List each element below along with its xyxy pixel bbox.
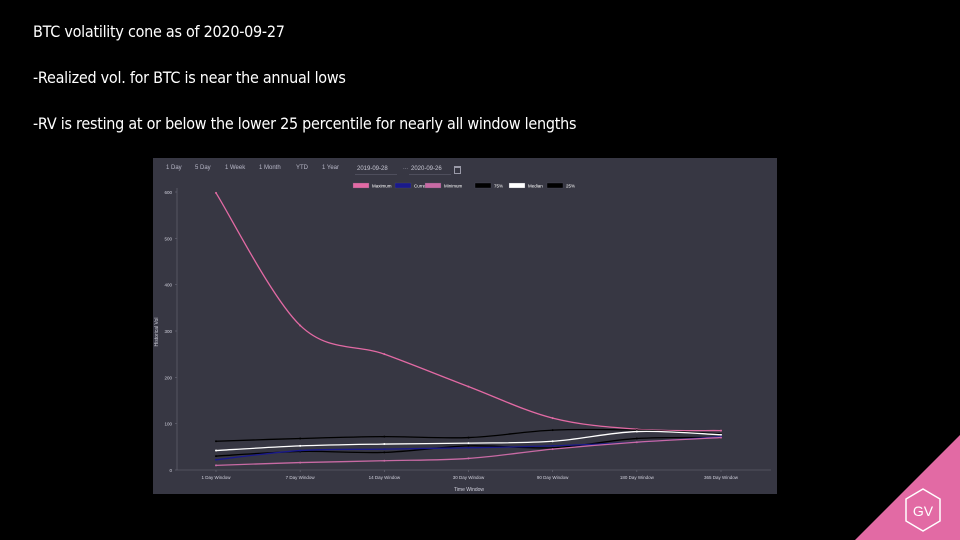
data-point-current [467,446,470,449]
data-point-25-pct [215,455,217,458]
slide-bullet-realized-vol: -Realized vol. for BTC is near the annua… [33,68,346,87]
y-tick-label: 100 [164,422,172,427]
y-tick-label: 0 [169,468,172,473]
data-point-current [551,444,554,447]
data-point-maximum [720,429,722,432]
x-tick-label: 1 Day Window [201,475,231,480]
data-point-current [299,449,302,452]
data-point-minimum [551,448,554,451]
y-tick-label: 500 [164,236,172,241]
data-point-median [299,444,302,447]
series-line-maximum [215,192,722,432]
legend-label-minimum: Minimum [444,184,463,189]
chart-series [215,191,722,467]
end-date-input[interactable] [409,164,451,175]
range-button-1-week[interactable]: 1 Week [225,165,246,171]
legend-swatch-maximum [352,182,370,189]
chart-legend: Maximum Current Minimum 75% Median 25% [352,182,575,189]
slide-title: BTC volatility cone as of 2020-09-27 [33,22,285,41]
data-point-75-pct [299,437,302,440]
start-date-input[interactable] [355,164,397,175]
range-button-1-month[interactable]: 1 Month [259,165,281,171]
legend-label-25-pct: 25% [566,184,575,189]
data-point-minimum [635,441,638,444]
data-point-current [215,458,217,461]
x-tick-label: 7 Day Window [286,475,316,480]
x-axis: 1 Day Window 7 Day Window 14 Day Window 30 … [177,469,771,480]
data-point-maximum [383,353,386,356]
legend-swatch-25-pct [546,182,564,189]
data-point-75-pct [215,440,217,443]
legend-label-median: Median [528,184,543,189]
y-axis: 0 100 200 300 400 500 600 [164,188,178,473]
gv-logo-text: GV [913,503,934,519]
x-tick-label: 14 Day Window [369,475,401,480]
legend-swatch-minimum [424,182,442,189]
data-point-75-pct [467,436,470,439]
legend-label-75-pct: 75% [494,184,503,189]
x-tick-label: 365 Day Window [704,475,739,480]
range-button-1-year[interactable]: 1 Year [322,165,340,171]
data-point-minimum [215,464,217,467]
x-tick-label: 30 Day Window [453,475,485,480]
legend-swatch-median [508,182,526,189]
data-point-75-pct [383,435,386,438]
data-point-median [635,430,638,433]
data-point-median [551,440,554,443]
data-point-maximum [299,324,302,327]
calendar-icon[interactable] [454,166,461,174]
chart-panel: 1 Day 5 Day 1 Week 1 Month YTD 1 Year ..… [153,158,777,494]
data-point-25-pct [635,437,638,440]
gv-logo-icon: GV [905,488,941,532]
data-point-75-pct [551,429,554,432]
legend-label-current: Current [414,184,430,189]
data-point-maximum [215,191,217,194]
x-tick-label: 90 Day Window [537,475,569,480]
data-point-maximum [467,385,470,388]
data-point-minimum [467,457,470,460]
data-point-minimum [299,461,302,464]
date-separator: ... [403,165,409,171]
data-point-minimum [720,436,722,439]
data-point-median [383,443,386,446]
data-point-median [215,449,217,452]
y-tick-label: 200 [164,375,172,380]
legend-swatch-current [394,182,412,189]
x-axis-label: Time Window [454,487,484,493]
slide-bullet-rv-percentile: -RV is resting at or below the lower 25 … [33,114,577,133]
data-point-maximum [551,417,554,420]
data-point-25-pct [383,451,386,454]
legend-swatch-75-pct [474,182,492,189]
legend-label-maximum: Maximum [372,184,392,189]
y-tick-label: 400 [164,283,172,288]
data-point-current [383,448,386,451]
range-button-1-day[interactable]: 1 Day [166,165,182,171]
y-tick-label: 300 [164,329,172,334]
range-selector: 1 Day 5 Day 1 Week 1 Month YTD 1 Year ..… [153,158,777,182]
data-point-minimum [383,459,386,462]
data-point-median [467,442,470,445]
y-tick-label: 600 [164,190,172,195]
range-button-5-day[interactable]: 5 Day [195,165,211,171]
volatility-cone-chart: Maximum Current Minimum 75% Median 25% 0 100 20… [154,182,771,493]
data-point-median [720,433,722,436]
range-button-ytd[interactable]: YTD [296,165,308,171]
data-point-75-pct [635,429,638,432]
data-point-25-pct [551,446,554,449]
x-tick-label: 180 Day Window [620,475,655,480]
y-axis-label: Historical Vol [154,318,160,347]
data-point-25-pct [467,444,470,447]
